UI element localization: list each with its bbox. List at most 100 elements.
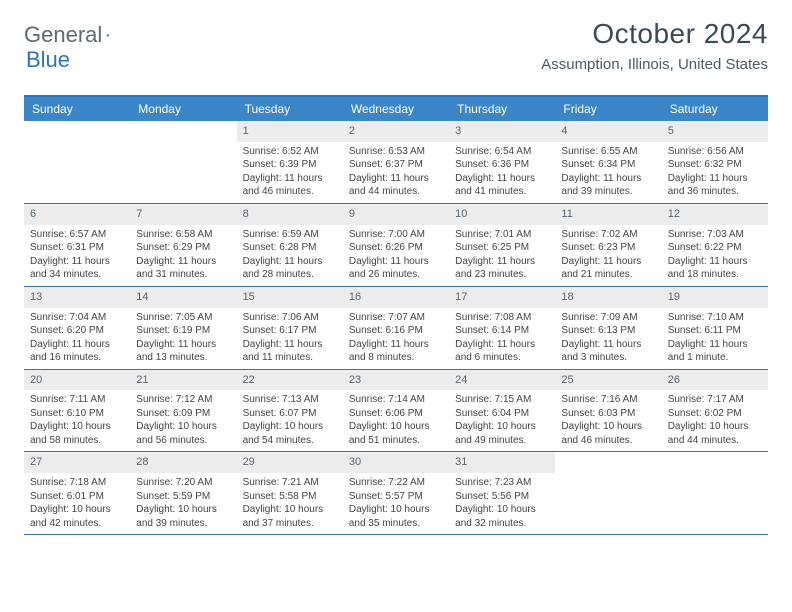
day-number: 26 bbox=[662, 370, 768, 391]
sunrise-text: Sunrise: 7:15 AM bbox=[455, 393, 549, 407]
calendar-cell: 27Sunrise: 7:18 AMSunset: 6:01 PMDayligh… bbox=[24, 452, 130, 534]
sunrise-text: Sunrise: 7:18 AM bbox=[30, 476, 124, 490]
sunset-text: Sunset: 6:34 PM bbox=[561, 158, 655, 172]
daylight-text: Daylight: 10 hours and 51 minutes. bbox=[349, 420, 443, 447]
day-info: Sunrise: 7:15 AMSunset: 6:04 PMDaylight:… bbox=[449, 390, 555, 451]
day-info: Sunrise: 7:12 AMSunset: 6:09 PMDaylight:… bbox=[130, 390, 236, 451]
calendar-cell: 25Sunrise: 7:16 AMSunset: 6:03 PMDayligh… bbox=[555, 370, 661, 452]
calendar-cell: 11Sunrise: 7:02 AMSunset: 6:23 PMDayligh… bbox=[555, 204, 661, 286]
sunrise-text: Sunrise: 7:01 AM bbox=[455, 228, 549, 242]
day-info: Sunrise: 7:16 AMSunset: 6:03 PMDaylight:… bbox=[555, 390, 661, 451]
day-info: Sunrise: 7:01 AMSunset: 6:25 PMDaylight:… bbox=[449, 225, 555, 286]
calendar-cell: 19Sunrise: 7:10 AMSunset: 6:11 PMDayligh… bbox=[662, 287, 768, 369]
sunrise-text: Sunrise: 7:05 AM bbox=[136, 311, 230, 325]
sunset-text: Sunset: 6:29 PM bbox=[136, 241, 230, 255]
daylight-text: Daylight: 10 hours and 39 minutes. bbox=[136, 503, 230, 530]
day-number: 14 bbox=[130, 287, 236, 308]
calendar-cell: 21Sunrise: 7:12 AMSunset: 6:09 PMDayligh… bbox=[130, 370, 236, 452]
daylight-text: Daylight: 11 hours and 3 minutes. bbox=[561, 338, 655, 365]
day-info: Sunrise: 6:57 AMSunset: 6:31 PMDaylight:… bbox=[24, 225, 130, 286]
day-number: 16 bbox=[343, 287, 449, 308]
sunset-text: Sunset: 6:10 PM bbox=[30, 407, 124, 421]
sunrise-text: Sunrise: 7:12 AM bbox=[136, 393, 230, 407]
day-info: Sunrise: 6:52 AMSunset: 6:39 PMDaylight:… bbox=[237, 142, 343, 203]
calendar-cell: 31Sunrise: 7:23 AMSunset: 5:56 PMDayligh… bbox=[449, 452, 555, 534]
calendar-cell: 18Sunrise: 7:09 AMSunset: 6:13 PMDayligh… bbox=[555, 287, 661, 369]
daylight-text: Daylight: 11 hours and 8 minutes. bbox=[349, 338, 443, 365]
daylight-text: Daylight: 10 hours and 56 minutes. bbox=[136, 420, 230, 447]
daylight-text: Daylight: 11 hours and 11 minutes. bbox=[243, 338, 337, 365]
day-number: 31 bbox=[449, 452, 555, 473]
sunrise-text: Sunrise: 6:56 AM bbox=[668, 145, 762, 159]
day-info: Sunrise: 7:07 AMSunset: 6:16 PMDaylight:… bbox=[343, 308, 449, 369]
sunset-text: Sunset: 6:02 PM bbox=[668, 407, 762, 421]
location-subtitle: Assumption, Illinois, United States bbox=[541, 56, 768, 73]
sunrise-text: Sunrise: 6:54 AM bbox=[455, 145, 549, 159]
sunrise-text: Sunrise: 7:23 AM bbox=[455, 476, 549, 490]
day-number: 23 bbox=[343, 370, 449, 391]
sunset-text: Sunset: 6:13 PM bbox=[561, 324, 655, 338]
sunrise-text: Sunrise: 7:16 AM bbox=[561, 393, 655, 407]
day-number: 8 bbox=[237, 204, 343, 225]
calendar-cell bbox=[130, 121, 236, 203]
sunrise-text: Sunrise: 7:17 AM bbox=[668, 393, 762, 407]
sunset-text: Sunset: 6:03 PM bbox=[561, 407, 655, 421]
day-info: Sunrise: 7:08 AMSunset: 6:14 PMDaylight:… bbox=[449, 308, 555, 369]
day-number: 18 bbox=[555, 287, 661, 308]
dow-mon: Monday bbox=[130, 97, 236, 121]
page: General October 2024 Assumption, Illinoi… bbox=[0, 0, 792, 535]
sunrise-text: Sunrise: 7:11 AM bbox=[30, 393, 124, 407]
daylight-text: Daylight: 10 hours and 54 minutes. bbox=[243, 420, 337, 447]
day-info: Sunrise: 6:58 AMSunset: 6:29 PMDaylight:… bbox=[130, 225, 236, 286]
day-number: 28 bbox=[130, 452, 236, 473]
dow-sun: Sunday bbox=[24, 97, 130, 121]
calendar-cell: 9Sunrise: 7:00 AMSunset: 6:26 PMDaylight… bbox=[343, 204, 449, 286]
calendar-cell: 23 Sunrise: 7:14 AMSunset: 6:06 PMDayligh… bbox=[343, 370, 449, 452]
sunset-text: Sunset: 5:59 PM bbox=[136, 490, 230, 504]
day-number: 17 bbox=[449, 287, 555, 308]
daylight-text: Daylight: 11 hours and 44 minutes. bbox=[349, 172, 443, 199]
sunrise-text: Sunrise: 6:58 AM bbox=[136, 228, 230, 242]
calendar-cell: 17Sunrise: 7:08 AMSunset: 6:14 PMDayligh… bbox=[449, 287, 555, 369]
triangle-icon bbox=[106, 27, 109, 43]
day-number: 15 bbox=[237, 287, 343, 308]
calendar-week: 20Sunrise: 7:11 AMSunset: 6:10 PMDayligh… bbox=[24, 370, 768, 453]
daylight-text: Daylight: 10 hours and 32 minutes. bbox=[455, 503, 549, 530]
calendar: Sunday Monday Tuesday Wednesday Thursday… bbox=[24, 95, 768, 535]
daylight-text: Daylight: 11 hours and 36 minutes. bbox=[668, 172, 762, 199]
sunrise-text: Sunrise: 7:21 AM bbox=[243, 476, 337, 490]
day-number: 21 bbox=[130, 370, 236, 391]
daylight-text: Daylight: 11 hours and 13 minutes. bbox=[136, 338, 230, 365]
calendar-week: 27Sunrise: 7:18 AMSunset: 6:01 PMDayligh… bbox=[24, 452, 768, 535]
daylight-text: Daylight: 11 hours and 16 minutes. bbox=[30, 338, 124, 365]
title-block: October 2024 Assumption, Illinois, Unite… bbox=[541, 18, 768, 73]
dow-sat: Saturday bbox=[662, 97, 768, 121]
calendar-cell: 12Sunrise: 7:03 AMSunset: 6:22 PMDayligh… bbox=[662, 204, 768, 286]
day-info: Sunrise: 7:22 AMSunset: 5:57 PMDaylight:… bbox=[343, 473, 449, 534]
sunset-text: Sunset: 6:28 PM bbox=[243, 241, 337, 255]
sunrise-text: Sunrise: 6:57 AM bbox=[30, 228, 124, 242]
sunset-text: Sunset: 6:11 PM bbox=[668, 324, 762, 338]
sunset-text: Sunset: 6:16 PM bbox=[349, 324, 443, 338]
daylight-text: Daylight: 10 hours and 46 minutes. bbox=[561, 420, 655, 447]
day-number: 30 bbox=[343, 452, 449, 473]
calendar-cell: 5Sunrise: 6:56 AMSunset: 6:32 PMDaylight… bbox=[662, 121, 768, 203]
sunset-text: Sunset: 6:06 PM bbox=[349, 407, 443, 421]
dow-wed: Wednesday bbox=[343, 97, 449, 121]
daylight-text: Daylight: 11 hours and 26 minutes. bbox=[349, 255, 443, 282]
day-number: 3 bbox=[449, 121, 555, 142]
daylight-text: Daylight: 10 hours and 35 minutes. bbox=[349, 503, 443, 530]
calendar-cell: 22Sunrise: 7:13 AMSunset: 6:07 PMDayligh… bbox=[237, 370, 343, 452]
brand-word-1: General bbox=[24, 22, 102, 48]
sunrise-text: Sunrise: 7:10 AM bbox=[668, 311, 762, 325]
daylight-text: Daylight: 11 hours and 6 minutes. bbox=[455, 338, 549, 365]
calendar-cell: 4Sunrise: 6:55 AMSunset: 6:34 PMDaylight… bbox=[555, 121, 661, 203]
calendar-cell: 29Sunrise: 7:21 AMSunset: 5:58 PMDayligh… bbox=[237, 452, 343, 534]
sunset-text: Sunset: 6:36 PM bbox=[455, 158, 549, 172]
day-info: Sunrise: 6:53 AMSunset: 6:37 PMDaylight:… bbox=[343, 142, 449, 203]
sunset-text: Sunset: 6:22 PM bbox=[668, 241, 762, 255]
day-number: 29 bbox=[237, 452, 343, 473]
sunrise-text: Sunrise: 7:08 AM bbox=[455, 311, 549, 325]
sunrise-text: Sunrise: 7:14 AM bbox=[349, 393, 443, 407]
calendar-cell: 3Sunrise: 6:54 AMSunset: 6:36 PMDaylight… bbox=[449, 121, 555, 203]
